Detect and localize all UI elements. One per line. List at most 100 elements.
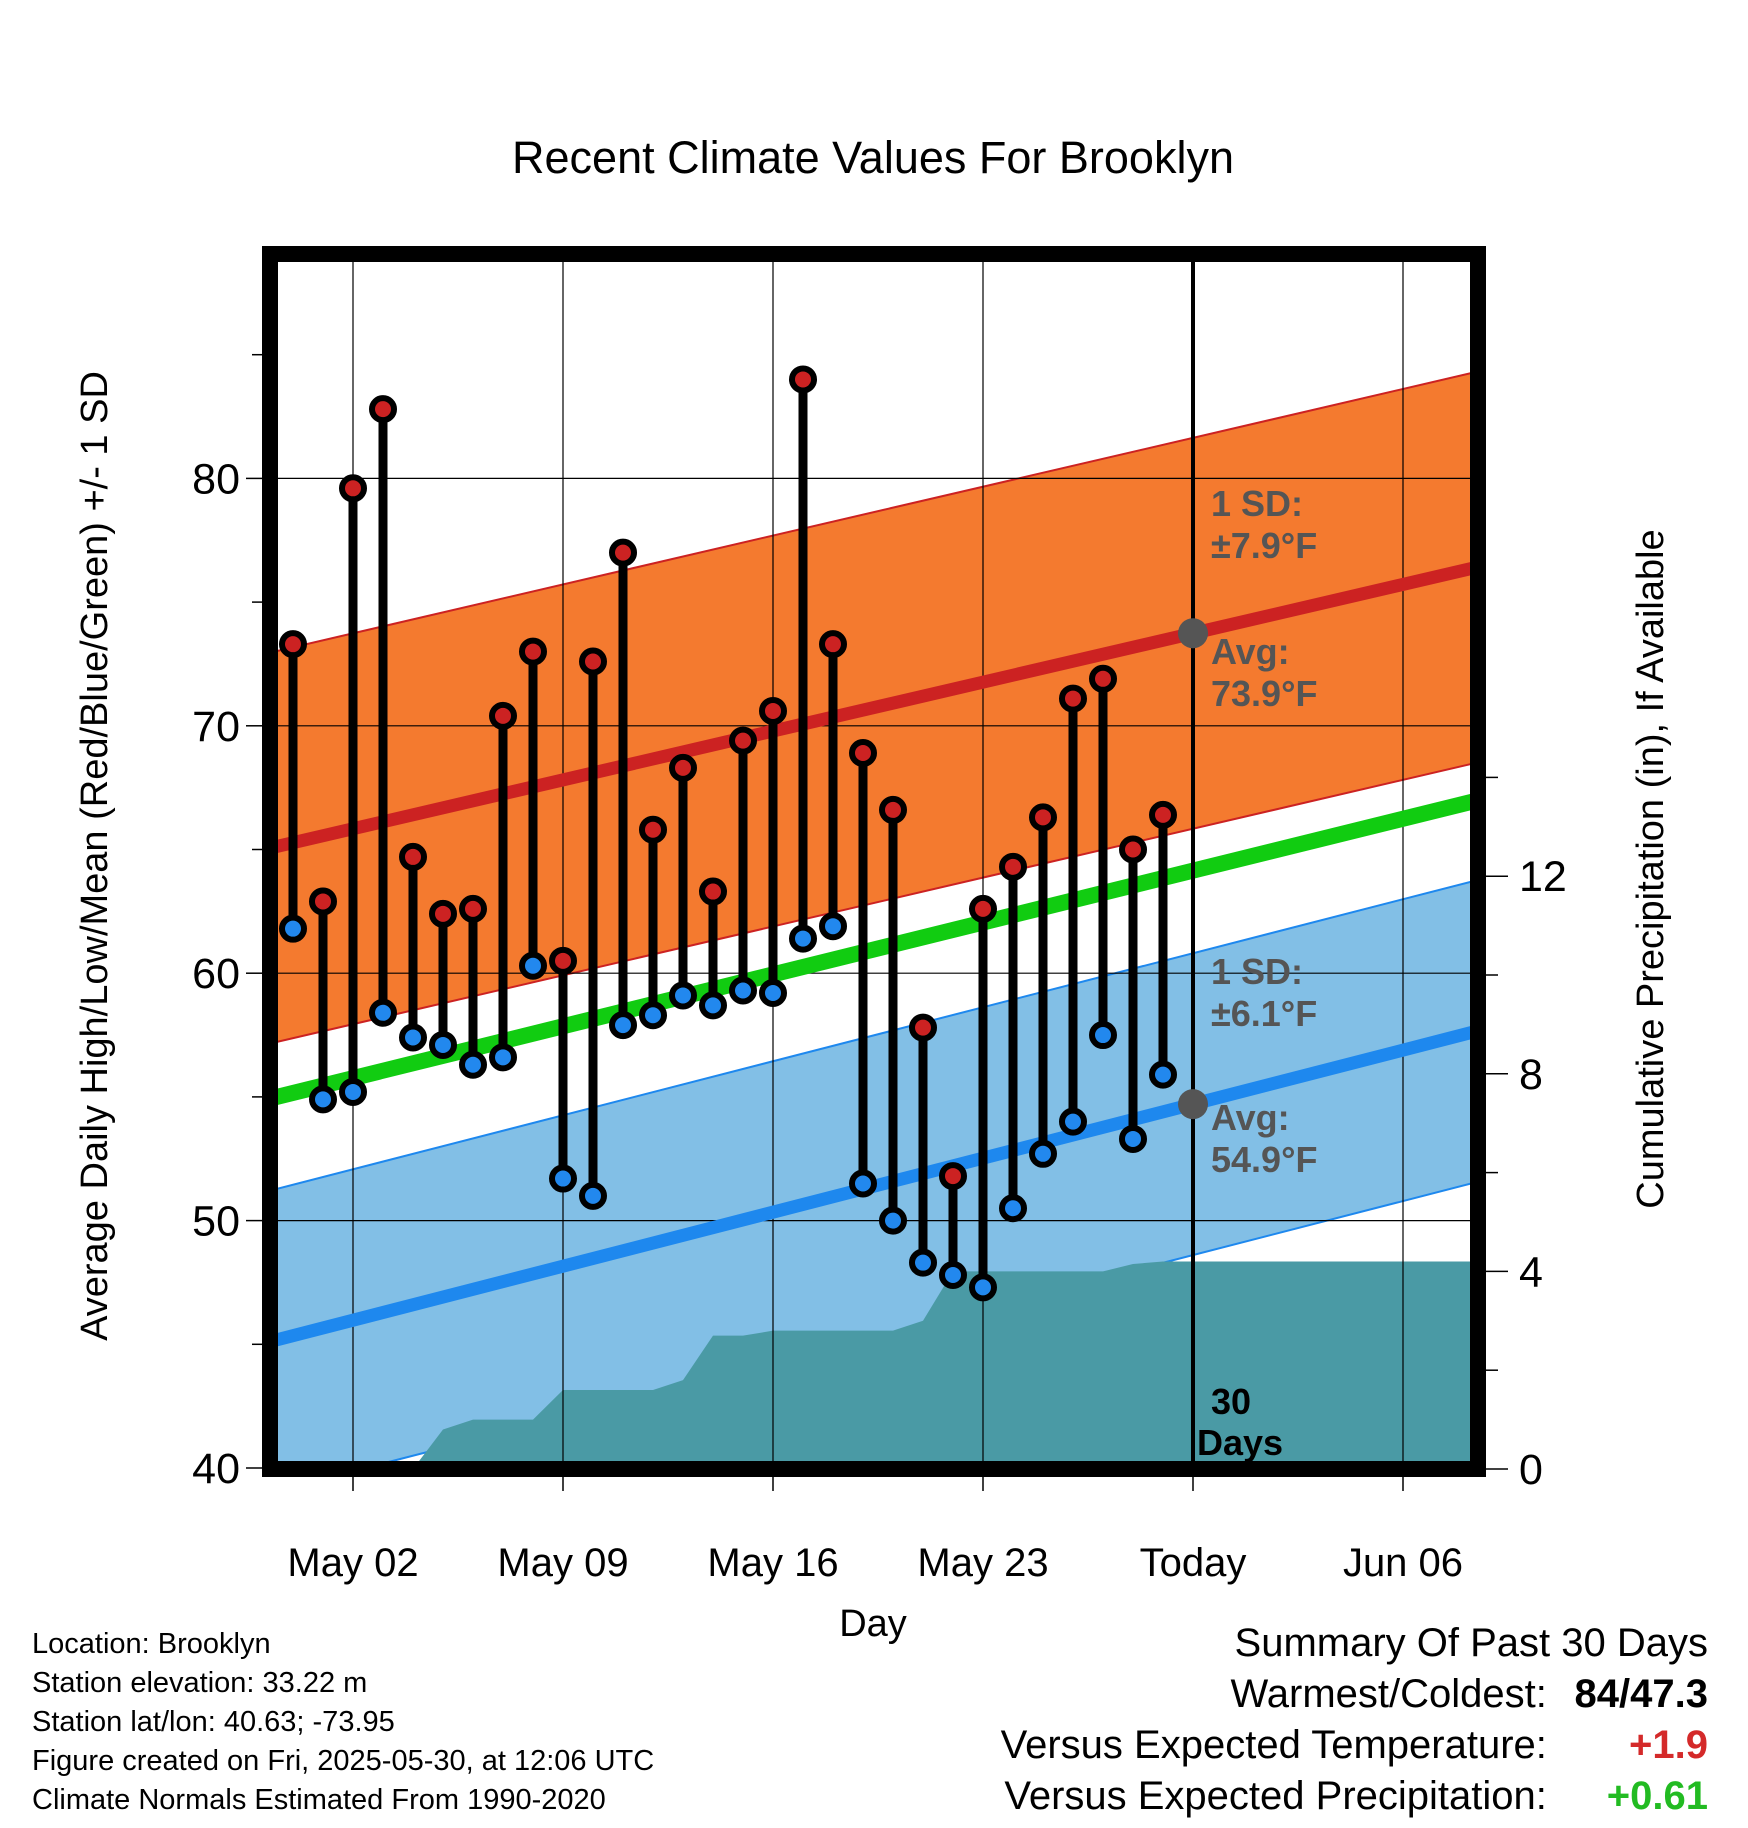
y2-tick-label: 8: [1519, 1051, 1543, 1099]
high-point: [339, 474, 367, 503]
low-sd-band: [270, 879, 1478, 1469]
today-high-avg-marker: [1178, 618, 1208, 649]
temp-value: +1.9: [1629, 1723, 1708, 1767]
low-point: [489, 1043, 517, 1072]
low-sd-label: 1 SD:: [1211, 951, 1303, 992]
low-point: [789, 924, 817, 953]
y2-tick-label: 12: [1519, 853, 1567, 901]
y-tick-label: 60: [192, 950, 240, 998]
high-point: [459, 894, 487, 923]
x-tick-label: Today: [1140, 1541, 1247, 1585]
high-point: [399, 842, 427, 871]
precip-value: +0.61: [1606, 1774, 1708, 1818]
low-sd-upper-line: [270, 878, 1478, 1192]
low-point: [999, 1194, 1027, 1223]
high-point: [429, 899, 457, 928]
low-point: [579, 1181, 607, 1210]
low-point: [1149, 1060, 1177, 1089]
high-point: [999, 852, 1027, 881]
period-number: 30: [1211, 1381, 1251, 1422]
precipitation-area: [293, 1261, 1478, 1469]
low-point: [279, 914, 307, 943]
high-point: [699, 877, 727, 906]
high-point: [549, 946, 577, 975]
high-point: [789, 365, 817, 394]
high-point: [729, 726, 757, 755]
low-point: [519, 951, 547, 980]
high-point: [1029, 803, 1057, 832]
low-avg-value: 54.9°F: [1211, 1139, 1317, 1180]
y-tick-label: 80: [192, 455, 240, 503]
warmest-label: Warmest/Coldest:: [1230, 1672, 1547, 1716]
high-point: [609, 538, 637, 567]
normals-text: Climate Normals Estimated From 1990-2020: [32, 1784, 606, 1816]
low-point: [459, 1050, 487, 1079]
x-tick-label: May 16: [707, 1541, 838, 1585]
low-sd-value: ±6.1°F: [1211, 993, 1317, 1034]
x-axis-label: Day: [839, 1603, 907, 1645]
low-point: [879, 1206, 907, 1235]
high-point: [669, 753, 697, 782]
high-point: [489, 701, 517, 730]
low-point: [639, 1001, 667, 1030]
y-tick-label: 40: [192, 1445, 240, 1493]
high-point: [969, 894, 997, 923]
summary-title: Summary Of Past 30 Days: [1234, 1621, 1708, 1665]
latlon-text: Station lat/lon: 40.63; -73.95: [32, 1706, 395, 1738]
low-point: [399, 1023, 427, 1052]
low-point: [729, 976, 757, 1005]
today-low-avg-marker: [1178, 1089, 1208, 1120]
plot-frame: [262, 246, 1486, 1477]
x-tick-label: Jun 06: [1343, 1541, 1463, 1585]
low-point: [969, 1273, 997, 1302]
high-avg-label: Avg:: [1211, 631, 1290, 672]
high-point: [309, 887, 337, 916]
created-text: Figure created on Fri, 2025-05-30, at 12…: [32, 1745, 655, 1777]
summary-panel: Summary Of Past 30 Days Warmest/Coldest:…: [1001, 1618, 1708, 1822]
y2-tick-label: 4: [1519, 1248, 1543, 1296]
chart-title: Recent Climate Values For Brooklyn: [512, 132, 1234, 183]
y-tick-label: 70: [192, 703, 240, 751]
low-avg-label: Avg:: [1211, 1097, 1290, 1138]
high-point: [639, 815, 667, 844]
y2-axis-label: Cumulative Precipitation (in), If Availa…: [1630, 529, 1672, 1208]
high-point: [519, 637, 547, 666]
high-sd-label: 1 SD:: [1211, 483, 1303, 524]
elevation-text: Station elevation: 33.22 m: [32, 1667, 368, 1699]
y2-tick-label: 0: [1519, 1446, 1543, 1494]
low-point: [339, 1077, 367, 1106]
station-info: Location: Brooklyn Station elevation: 33…: [32, 1625, 654, 1820]
low-point: [429, 1030, 457, 1059]
x-tick-label: May 02: [287, 1541, 418, 1585]
x-tick-label: May 23: [917, 1541, 1048, 1585]
y-tick-label: 50: [192, 1198, 240, 1246]
low-point: [549, 1164, 577, 1193]
warmest-value: 84/47.3: [1574, 1672, 1708, 1716]
temp-label: Versus Expected Temperature:: [1000, 1723, 1547, 1767]
low-point: [309, 1085, 337, 1114]
low-point: [1089, 1021, 1117, 1050]
high-point: [819, 630, 847, 659]
high-avg-line: [270, 560, 1478, 855]
precip-row: Versus Expected Precipitation: +0.61: [1001, 1771, 1708, 1822]
low-point: [909, 1248, 937, 1277]
high-point: [1119, 835, 1147, 864]
high-sd-upper-line: [270, 370, 1478, 654]
high-point: [879, 795, 907, 824]
x-tick-label: May 09: [497, 1541, 628, 1585]
low-point: [1059, 1107, 1087, 1136]
high-point: [1149, 800, 1177, 829]
low-point: [1029, 1139, 1057, 1168]
high-point: [1059, 684, 1087, 713]
low-point: [939, 1261, 967, 1290]
high-point: [369, 395, 397, 424]
low-point: [759, 978, 787, 1007]
high-point: [579, 647, 607, 676]
high-avg-value: 73.9°F: [1211, 673, 1317, 714]
high-point: [279, 630, 307, 659]
low-point: [849, 1169, 877, 1198]
temp-row: Versus Expected Temperature: +1.9: [1001, 1720, 1708, 1771]
plot-inner: [270, 254, 1478, 1469]
location-text: Location: Brooklyn: [32, 1628, 271, 1660]
